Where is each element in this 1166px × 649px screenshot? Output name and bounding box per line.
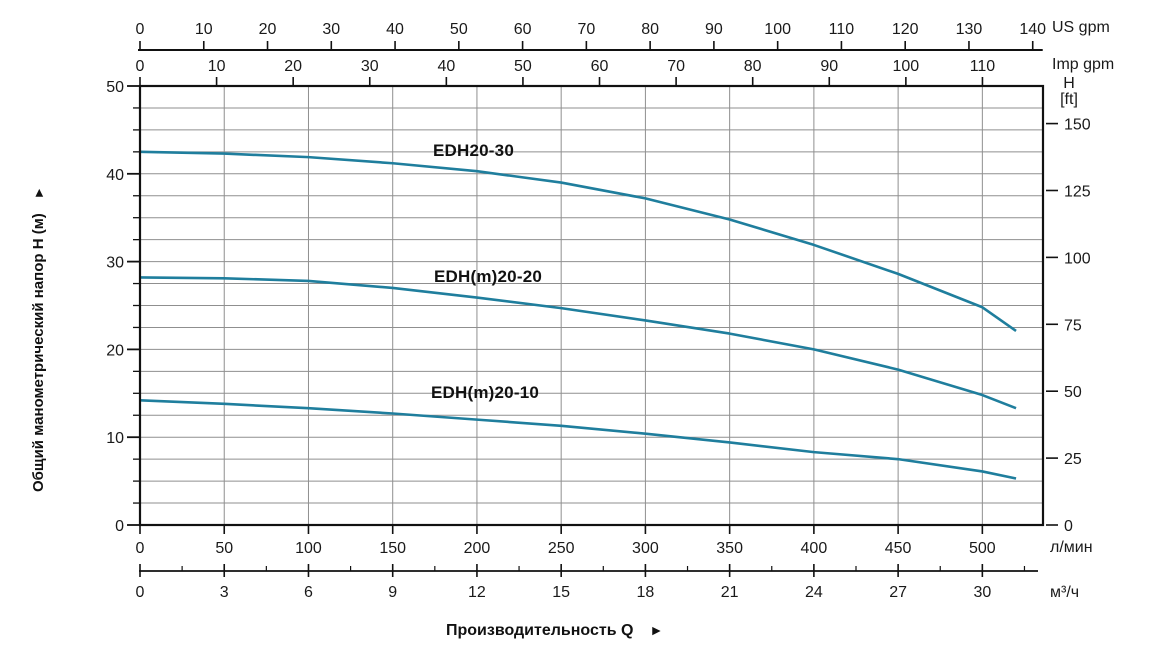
svg-text:80: 80 (744, 58, 762, 75)
svg-text:150: 150 (379, 540, 406, 557)
svg-text:75: 75 (1064, 317, 1082, 334)
svg-text:30: 30 (973, 584, 991, 601)
curve-EDH(m)20-20 (139, 276, 1017, 410)
svg-text:10: 10 (106, 430, 124, 447)
svg-text:0: 0 (136, 58, 145, 75)
us-gpm-unit-label: US gpm (1052, 19, 1110, 36)
svg-text:21: 21 (721, 584, 739, 601)
svg-text:350: 350 (716, 540, 743, 557)
svg-text:90: 90 (705, 21, 723, 38)
imp-gpm-unit-label: Imp gpm (1052, 56, 1115, 73)
svg-text:40: 40 (437, 58, 455, 75)
svg-text:100: 100 (893, 58, 920, 75)
svg-text:20: 20 (284, 58, 302, 75)
svg-text:20: 20 (106, 342, 124, 359)
right-axis-title-h: H (1063, 75, 1075, 92)
svg-text:140: 140 (1019, 21, 1046, 38)
svg-text:50: 50 (450, 21, 468, 38)
svg-text:27: 27 (889, 584, 907, 601)
svg-text:200: 200 (464, 540, 491, 557)
svg-text:18: 18 (637, 584, 655, 601)
curve-label-edhm20-10: EDH(m)20-10 (431, 383, 540, 402)
svg-text:6: 6 (304, 584, 313, 601)
lmin-unit-label: л/мин (1050, 539, 1093, 556)
svg-text:30: 30 (322, 21, 340, 38)
svg-text:15: 15 (552, 584, 570, 601)
curve-EDH(m)20-10 (139, 399, 1017, 480)
y-axis-title: Общий манометрический напор H (м) ► (30, 186, 52, 492)
svg-text:12: 12 (468, 584, 486, 601)
svg-text:25: 25 (1064, 451, 1082, 468)
svg-text:0: 0 (115, 518, 124, 535)
svg-text:50: 50 (106, 79, 124, 96)
right-axis-title-ft: [ft] (1060, 91, 1078, 108)
svg-text:450: 450 (885, 540, 912, 557)
x-axis-title-text: Производительность Q (446, 622, 634, 639)
svg-text:300: 300 (632, 540, 659, 557)
svg-text:130: 130 (956, 21, 983, 38)
right-arrow-icon: ► (649, 622, 664, 638)
svg-text:100: 100 (764, 21, 791, 38)
curve-label-edh20-30: EDH20-30 (433, 141, 514, 160)
curve-EDH20-30 (139, 150, 1017, 333)
svg-text:80: 80 (641, 21, 659, 38)
svg-text:125: 125 (1064, 183, 1091, 200)
svg-text:150: 150 (1064, 117, 1091, 134)
svg-text:60: 60 (591, 58, 609, 75)
svg-text:30: 30 (361, 58, 379, 75)
svg-text:110: 110 (970, 58, 996, 75)
svg-text:3: 3 (220, 584, 229, 601)
up-arrow-icon: ► (31, 186, 46, 200)
svg-text:9: 9 (388, 584, 397, 601)
svg-text:120: 120 (892, 21, 919, 38)
svg-text:250: 250 (548, 540, 575, 557)
svg-text:0: 0 (1064, 518, 1073, 535)
svg-text:70: 70 (667, 58, 685, 75)
svg-text:70: 70 (577, 21, 595, 38)
svg-text:100: 100 (295, 540, 322, 557)
svg-text:100: 100 (1064, 250, 1091, 267)
right-axis-title: H [ft] (1046, 76, 1092, 108)
svg-text:40: 40 (386, 21, 404, 38)
svg-text:400: 400 (801, 540, 828, 557)
svg-text:110: 110 (829, 21, 855, 38)
svg-text:0: 0 (136, 584, 145, 601)
svg-text:500: 500 (969, 540, 996, 557)
svg-text:90: 90 (820, 58, 838, 75)
x-axis-title: Производительность Q ► (446, 622, 663, 640)
svg-text:40: 40 (106, 167, 124, 184)
m3h-unit-label: м³/ч (1050, 584, 1080, 601)
svg-text:10: 10 (208, 58, 226, 75)
svg-text:20: 20 (259, 21, 277, 38)
svg-text:50: 50 (215, 540, 233, 557)
axis-ticks (127, 41, 1058, 577)
svg-text:10: 10 (195, 21, 213, 38)
gridlines (140, 86, 1043, 525)
y-axis-title-text: Общий манометрический напор H (м) (30, 213, 47, 492)
svg-text:50: 50 (514, 58, 532, 75)
svg-text:60: 60 (514, 21, 532, 38)
svg-text:30: 30 (106, 255, 124, 272)
svg-text:24: 24 (805, 584, 823, 601)
svg-text:50: 50 (1064, 384, 1082, 401)
curve-label-edhm20-20: EDH(m)20-20 (434, 267, 543, 286)
svg-text:0: 0 (136, 21, 145, 38)
svg-text:0: 0 (136, 540, 145, 557)
pump-curves (139, 150, 1017, 480)
